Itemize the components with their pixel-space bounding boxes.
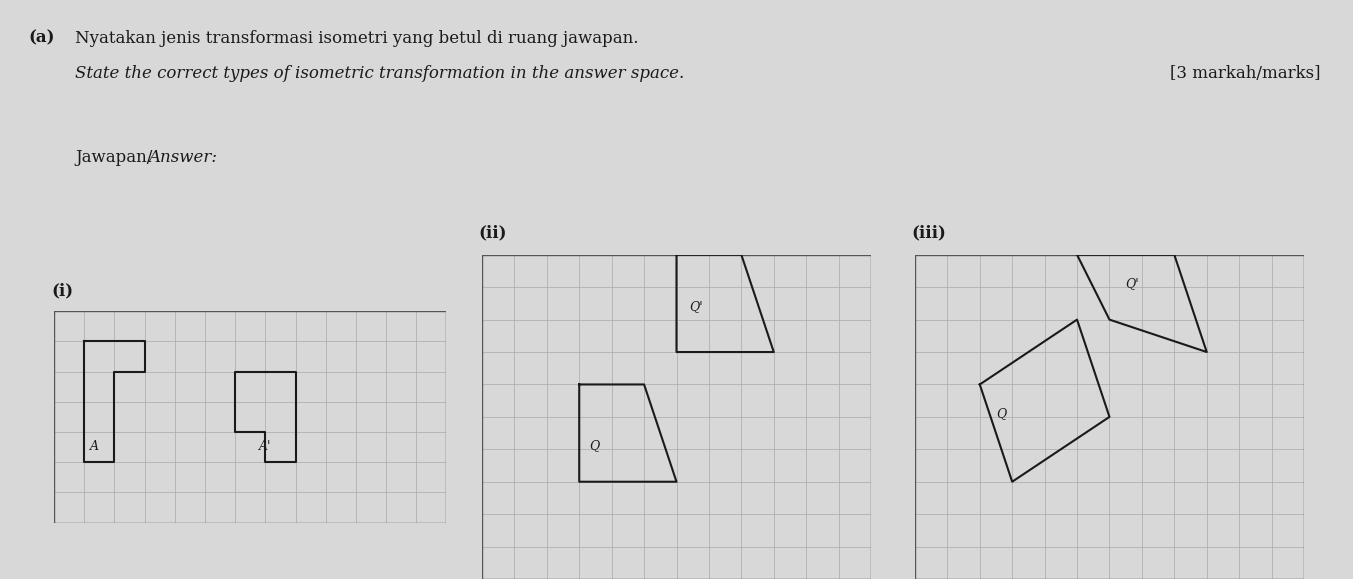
Text: Q: Q (589, 439, 599, 452)
Text: Q: Q (996, 407, 1007, 420)
Text: (a): (a) (28, 30, 54, 47)
Text: State the correct types of isometric transformation in the answer space.: State the correct types of isometric tra… (74, 64, 685, 82)
Text: Nyatakan jenis transformasi isometri yang betul di ruang jawapan.: Nyatakan jenis transformasi isometri yan… (74, 30, 639, 47)
Text: (ii): (ii) (479, 225, 507, 242)
Text: [3 markah/marks]: [3 markah/marks] (1169, 64, 1321, 82)
Text: Jawapan/: Jawapan/ (74, 149, 153, 166)
Text: Q': Q' (1126, 277, 1139, 290)
Text: A: A (91, 440, 99, 453)
Text: (i): (i) (51, 282, 73, 299)
Text: Q': Q' (690, 300, 704, 313)
Text: A': A' (260, 440, 272, 453)
Text: Answer:: Answer: (147, 149, 216, 166)
Text: (iii): (iii) (912, 225, 947, 242)
